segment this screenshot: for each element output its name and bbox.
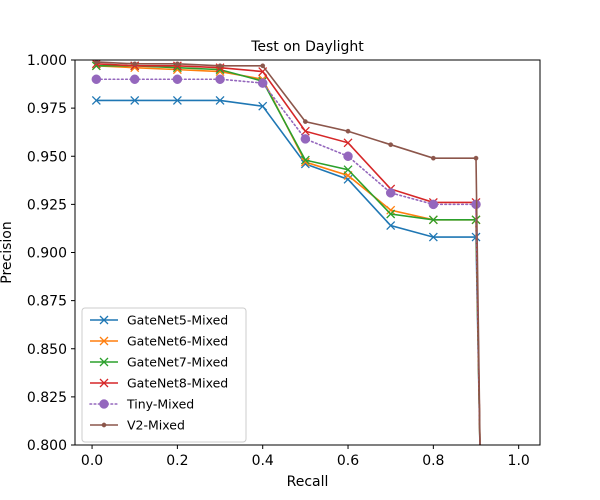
legend-marker xyxy=(99,315,109,325)
data-point xyxy=(343,138,353,148)
data-point xyxy=(258,101,268,111)
legend-marker xyxy=(99,399,109,409)
data-point xyxy=(428,232,438,242)
y-axis-ticks: 0.800 0.825 0.850 0.875 0.900 0.925 0.950 0.975… xyxy=(27,53,75,454)
data-point xyxy=(132,61,138,67)
x-tick-label: 0.6 xyxy=(337,453,359,469)
legend-item: Tiny-Mixed xyxy=(89,397,194,412)
data-point xyxy=(260,63,266,69)
data-point xyxy=(428,215,438,225)
data-point xyxy=(300,157,310,167)
y-tick-label: 0.875 xyxy=(27,294,67,310)
x-tick-label: 0.4 xyxy=(252,453,274,469)
data-point xyxy=(172,95,182,105)
x-axis-label: Recall xyxy=(287,474,329,490)
data-point xyxy=(257,78,268,88)
x-tick-label: 0.0 xyxy=(81,453,103,469)
legend-item: GateNet7-Mixed xyxy=(90,355,228,370)
legend-item: GateNet5-Mixed xyxy=(90,313,228,328)
legend-label: GateNet8-Mixed xyxy=(127,376,228,391)
data-point xyxy=(300,134,311,144)
data-point xyxy=(385,188,396,198)
y-tick-label: 0.925 xyxy=(27,197,67,213)
series-v2-mixed xyxy=(93,60,481,445)
series-tiny-mixed xyxy=(91,74,481,445)
data-point xyxy=(430,155,436,161)
y-tick-label: 1.000 xyxy=(27,53,67,69)
x-tick-label: 0.8 xyxy=(422,453,444,469)
legend-label: V2-Mixed xyxy=(127,418,185,433)
data-point xyxy=(217,63,223,69)
data-point xyxy=(91,74,102,84)
legend-frame xyxy=(81,307,247,443)
data-point xyxy=(386,221,396,231)
data-point xyxy=(93,60,99,65)
data-point xyxy=(343,151,353,161)
legend: GateNet5-Mixed GateNet6-Mixed GateNet7-Mix… xyxy=(81,307,247,443)
y-tick-label: 0.975 xyxy=(27,101,67,117)
legend-label: GateNet7-Mixed xyxy=(127,355,228,370)
data-point xyxy=(130,95,140,105)
legend-label: GateNet6-Mixed xyxy=(127,334,228,349)
x-tick-label: 0.2 xyxy=(166,453,188,469)
data-point xyxy=(175,61,180,67)
data-point xyxy=(345,128,351,134)
legend-marker xyxy=(99,357,109,367)
y-tick-label: 0.850 xyxy=(27,342,67,358)
data-point xyxy=(343,165,353,175)
legend-item: V2-Mixed xyxy=(90,418,185,433)
data-point xyxy=(215,95,225,105)
legend-item: GateNet8-Mixed xyxy=(90,376,228,391)
data-point xyxy=(129,74,140,84)
series-gatenet5-mixed xyxy=(91,95,481,445)
data-point xyxy=(300,126,310,136)
y-tick-label: 0.800 xyxy=(27,438,67,454)
data-point xyxy=(91,95,101,105)
y-axis-label: Precision xyxy=(0,221,15,283)
legend-marker xyxy=(99,378,109,388)
series-layer xyxy=(91,60,481,445)
data-point xyxy=(388,142,394,148)
data-point xyxy=(386,209,396,219)
data-point xyxy=(473,155,479,161)
legend-marker xyxy=(101,422,107,428)
chart-title: Test on Daylight xyxy=(250,39,364,55)
legend-label: Tiny-Mixed xyxy=(126,397,194,412)
y-tick-label: 0.950 xyxy=(27,149,67,165)
x-axis-ticks: 0.0 0.2 0.4 0.6 0.8 1.0 xyxy=(81,445,530,469)
data-point xyxy=(303,119,308,124)
legend-marker xyxy=(99,336,109,346)
data-point xyxy=(300,155,310,165)
x-tick-label: 1.0 xyxy=(508,453,530,469)
data-point xyxy=(428,199,439,210)
data-point xyxy=(343,174,353,184)
y-tick-label: 0.825 xyxy=(27,390,67,406)
legend-item: GateNet6-Mixed xyxy=(90,334,228,349)
data-point xyxy=(386,205,396,215)
y-tick-label: 0.900 xyxy=(27,246,67,262)
data-point xyxy=(172,74,183,84)
data-point xyxy=(215,74,225,84)
data-point xyxy=(91,61,101,71)
legend-label: GateNet5-Mixed xyxy=(127,313,228,328)
